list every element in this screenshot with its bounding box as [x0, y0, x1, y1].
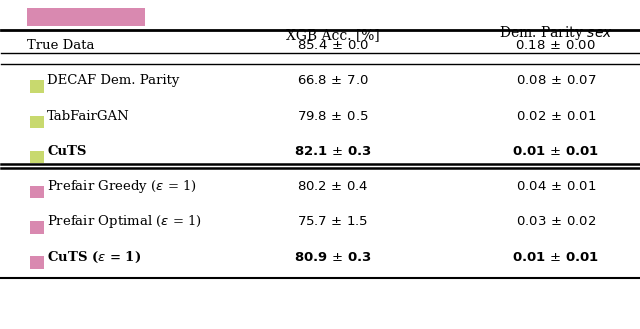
Text: $0.08\,\pm\,0.07$: $0.08\,\pm\,0.07$	[515, 74, 596, 88]
Text: $0.02\,\pm\,0.01$: $0.02\,\pm\,0.01$	[516, 110, 596, 123]
Text: $0.04\,\pm\,0.01$: $0.04\,\pm\,0.01$	[516, 180, 596, 193]
FancyBboxPatch shape	[30, 115, 44, 128]
Text: Prefair Greedy ($\epsilon$ = 1): Prefair Greedy ($\epsilon$ = 1)	[47, 178, 197, 195]
Text: $85.4\,\pm\,0.0$: $85.4\,\pm\,0.0$	[296, 39, 369, 52]
Text: DECAF Dem. Parity: DECAF Dem. Parity	[47, 74, 180, 88]
Text: CuTS ($\epsilon$ = 1): CuTS ($\epsilon$ = 1)	[47, 250, 141, 265]
Text: $0.18\,\pm\,0.00$: $0.18\,\pm\,0.00$	[515, 39, 596, 52]
FancyBboxPatch shape	[30, 186, 44, 198]
Text: $\mathbf{0.01}\,\pm\,\mathbf{0.01}$: $\mathbf{0.01}\,\pm\,\mathbf{0.01}$	[512, 251, 599, 264]
FancyBboxPatch shape	[30, 257, 44, 269]
FancyBboxPatch shape	[27, 8, 145, 26]
Text: $0.03\,\pm\,0.02$: $0.03\,\pm\,0.02$	[516, 215, 596, 228]
Text: XGB Acc. [%]: XGB Acc. [%]	[286, 28, 380, 42]
Text: $\mathbf{82.1}\,\pm\,\mathbf{0.3}$: $\mathbf{82.1}\,\pm\,\mathbf{0.3}$	[294, 145, 372, 158]
Text: Prefair Optimal ($\epsilon$ = 1): Prefair Optimal ($\epsilon$ = 1)	[47, 214, 202, 230]
Text: CuTS: CuTS	[47, 145, 86, 158]
Text: TabFairGAN: TabFairGAN	[47, 110, 130, 123]
Text: True Data: True Data	[27, 39, 94, 52]
FancyBboxPatch shape	[30, 221, 44, 234]
Text: $\mathbf{80.9}\,\pm\,\mathbf{0.3}$: $\mathbf{80.9}\,\pm\,\mathbf{0.3}$	[294, 251, 372, 264]
Text: $75.7\,\pm\,1.5$: $75.7\,\pm\,1.5$	[297, 215, 368, 228]
Text: $66.8\,\pm\,7.0$: $66.8\,\pm\,7.0$	[297, 74, 369, 88]
Text: $79.8\,\pm\,0.5$: $79.8\,\pm\,0.5$	[297, 110, 369, 123]
Text: Dem. Parity $\mathit{sex}$: Dem. Parity $\mathit{sex}$	[499, 24, 612, 42]
Text: $\mathbf{0.01}\,\pm\,\mathbf{0.01}$: $\mathbf{0.01}\,\pm\,\mathbf{0.01}$	[512, 145, 599, 158]
Text: $80.2\,\pm\,0.4$: $80.2\,\pm\,0.4$	[297, 180, 369, 193]
FancyBboxPatch shape	[30, 80, 44, 93]
FancyBboxPatch shape	[30, 151, 44, 163]
